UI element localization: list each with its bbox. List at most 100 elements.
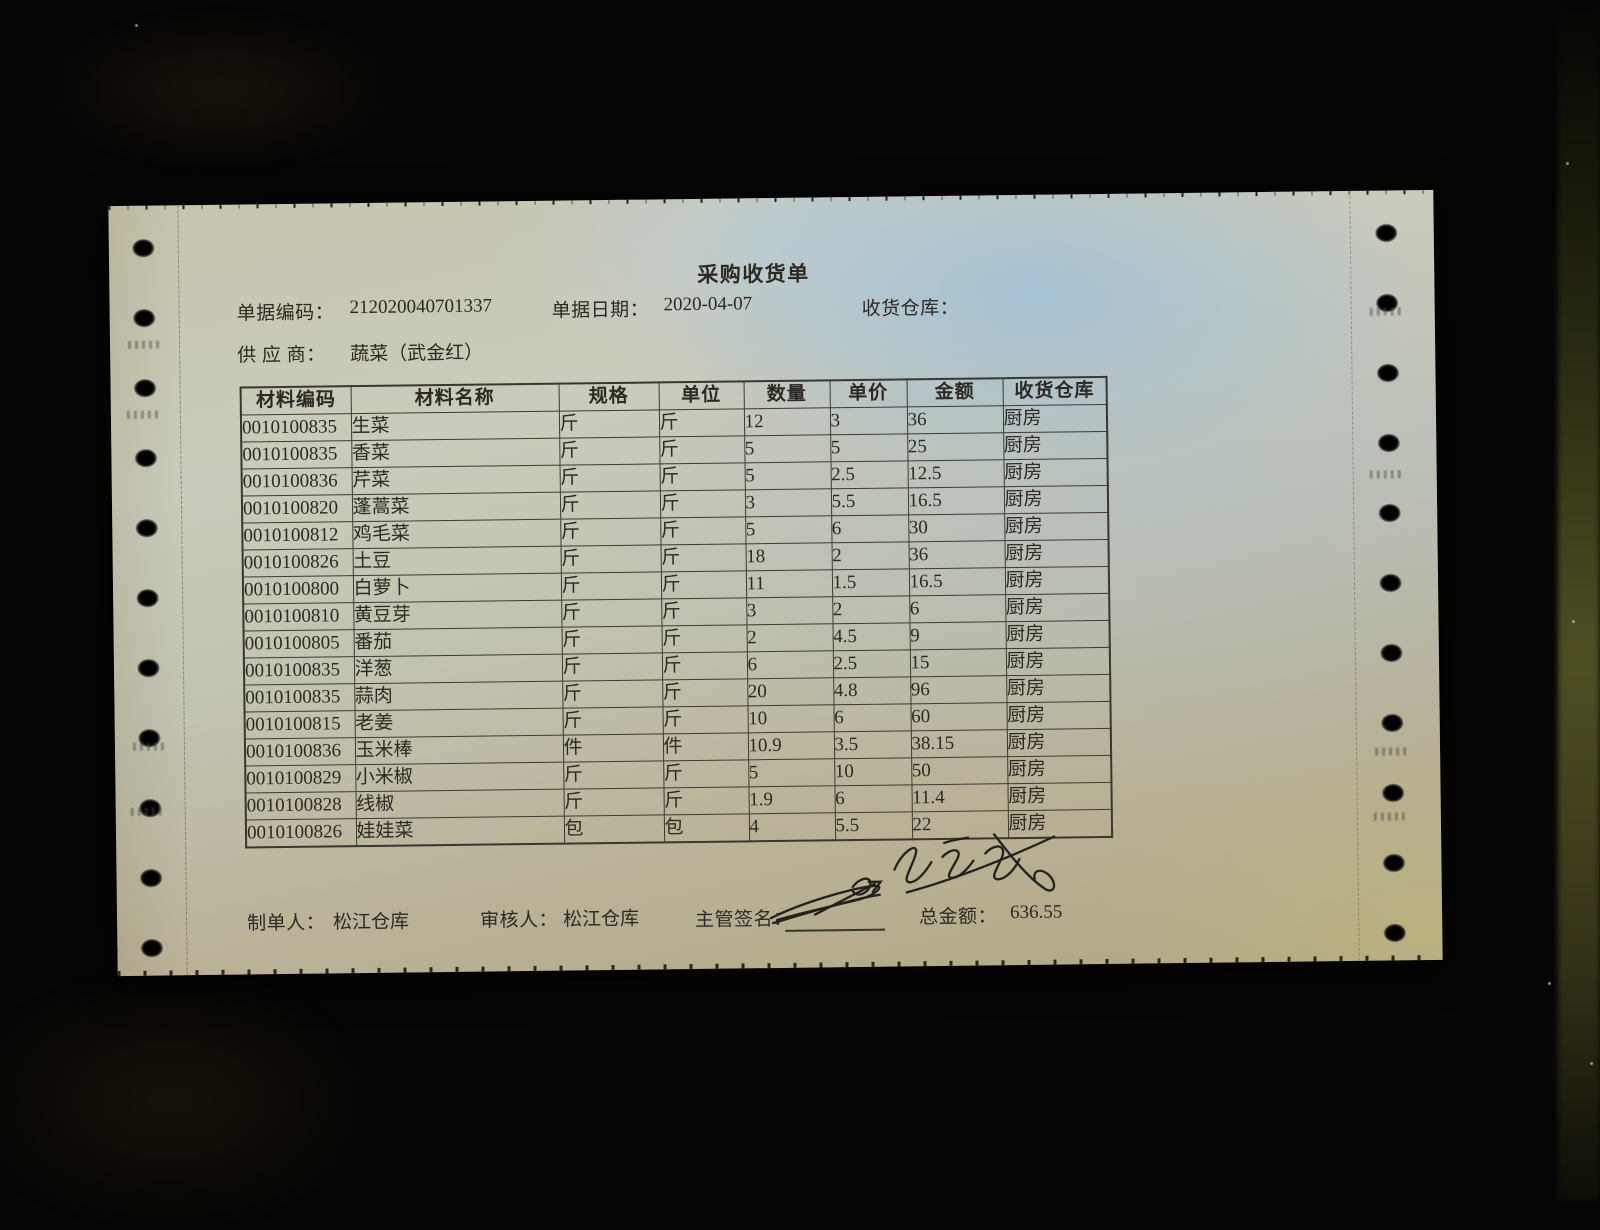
total-label: 总金额：	[918, 906, 998, 929]
table-cell: 厨房	[1007, 782, 1112, 811]
table-cell: 斤	[558, 409, 660, 439]
table-cell: 厨房	[1005, 593, 1110, 622]
column-header: 材料编码	[240, 386, 351, 416]
table-cell: 36	[906, 405, 1004, 434]
table-cell: 4.5	[832, 622, 910, 651]
table-cell: 斤	[662, 678, 748, 707]
table-cell: 斤	[659, 435, 745, 464]
table-cell: 斤	[560, 544, 661, 574]
table-cell: 蒜肉	[354, 681, 563, 711]
table-cell: 0010100829	[245, 764, 356, 793]
table-cell: 厨房	[1006, 674, 1111, 703]
table-cell: 件	[662, 732, 749, 761]
table-cell: 包	[563, 814, 665, 844]
table-cell: 厨房	[1006, 701, 1111, 730]
table-cell: 16.5	[907, 486, 1005, 515]
table-cell: 鸡毛菜	[352, 519, 561, 549]
table-cell: 包	[663, 813, 750, 843]
column-header: 金额	[906, 378, 1003, 407]
table-cell: 18	[745, 542, 832, 571]
table-cell: 0010100820	[241, 494, 353, 524]
table-cell: 斤	[563, 787, 664, 817]
table-cell: 斤	[561, 652, 663, 682]
table-cell: 斤	[661, 624, 747, 653]
table-cell: 土豆	[352, 546, 561, 576]
table-cell: 斤	[560, 571, 662, 601]
table-cell: 0010100805	[243, 629, 354, 659]
table-cell: 斤	[660, 570, 747, 599]
table-cell: 斤	[661, 597, 747, 626]
table-cell: 斤	[561, 598, 662, 628]
table-cell: 6	[831, 514, 909, 543]
table-cell: 1.5	[831, 568, 910, 597]
table-cell: 3	[744, 488, 832, 517]
table-cell: 0010100810	[243, 602, 354, 632]
table-cell: 0010100815	[244, 710, 355, 739]
table-cell: 5	[744, 461, 831, 490]
doc-date-value: 2020-04-07	[663, 293, 753, 316]
table-cell: 厨房	[1005, 647, 1111, 676]
doc-code-label: 单据编码：	[236, 302, 335, 325]
table-cell: 老姜	[354, 708, 563, 738]
signature-line	[785, 928, 886, 932]
table-cell: 0010100835	[241, 440, 352, 470]
table-cell: 50	[911, 756, 1008, 785]
table-cell: 番茄	[353, 627, 562, 657]
table-cell: 蓬蒿菜	[351, 492, 561, 522]
table-cell: 4.8	[833, 676, 911, 705]
table-cell: 件	[562, 733, 664, 763]
table-cell: 0010100836	[241, 467, 352, 497]
table-cell: 斤	[660, 516, 746, 545]
table-cell: 厨房	[1004, 539, 1109, 568]
dust-speck	[135, 24, 138, 27]
table-cell: 3	[829, 406, 908, 435]
receipt-paper: 采购收货单 单据编码： 212020040701337 单据日期： 2020-0…	[108, 189, 1443, 977]
table-cell: 12.5	[907, 459, 1004, 488]
table-cell: 厨房	[1003, 431, 1108, 460]
table-cell: 生菜	[350, 411, 560, 441]
table-cell: 斤	[559, 436, 660, 466]
table-cell: 0010100812	[242, 521, 353, 551]
table-cell: 斤	[562, 706, 663, 736]
photo-background: 采购收货单 单据编码： 212020040701337 单据日期： 2020-0…	[0, 0, 1600, 1200]
table-cell: 36	[908, 540, 1005, 569]
reviewer-label: 审核人：	[479, 909, 559, 932]
table-cell: 斤	[562, 679, 663, 709]
table-cell: 斤	[661, 651, 748, 680]
dust-speck	[1572, 620, 1575, 623]
table-cell: 线椒	[355, 789, 564, 819]
table-cell: 6	[833, 703, 911, 732]
table-cell: 厨房	[1002, 404, 1108, 433]
table-cell: 斤	[662, 705, 748, 734]
table-cell: 25	[907, 432, 1004, 461]
preparer-value: 松江仓库	[332, 911, 410, 934]
document-title: 采购收货单	[697, 261, 810, 287]
table-cell: 厨房	[1004, 566, 1110, 595]
table-cell: 5	[830, 433, 908, 462]
table-cell: 6	[746, 650, 834, 679]
warehouse-label: 收货仓库：	[861, 297, 960, 320]
table-cell: 5	[745, 515, 832, 544]
dust-speck	[1548, 982, 1551, 985]
supplier-label: 供 应 商：	[237, 344, 326, 367]
table-cell: 2.5	[832, 649, 911, 678]
table-cell: 12	[743, 407, 831, 436]
table-cell: 11	[745, 569, 833, 598]
table-cell: 厨房	[1004, 512, 1109, 541]
table-cell: 娃娃菜	[355, 816, 565, 847]
table-cell: 20	[747, 677, 834, 706]
table-cell: 斤	[663, 786, 749, 815]
table-cell: 厨房	[1007, 755, 1112, 784]
table-cell: 3.5	[833, 730, 912, 759]
table-cell: 斤	[663, 759, 749, 788]
dust-speck	[1566, 162, 1569, 165]
table-cell: 斤	[660, 543, 746, 572]
items-table: 材料编码 材料名称 规格 单位 数量 单价 金额 收货仓库 0010100835 生菜斤斤 12 3…	[239, 375, 1114, 849]
table-cell: 厨房	[1003, 485, 1109, 514]
table-cell: 15	[909, 648, 1007, 677]
table-cell: 斤	[659, 489, 746, 518]
table-body: 0010100835 生菜斤斤 12 3 36 厨房 0010100835 香菜斤斤 5 5 25 厨…	[240, 404, 1113, 848]
table-cell: 5	[744, 434, 831, 463]
table-cell: 斤	[559, 490, 661, 520]
table-cell: 0010100826	[242, 548, 353, 578]
